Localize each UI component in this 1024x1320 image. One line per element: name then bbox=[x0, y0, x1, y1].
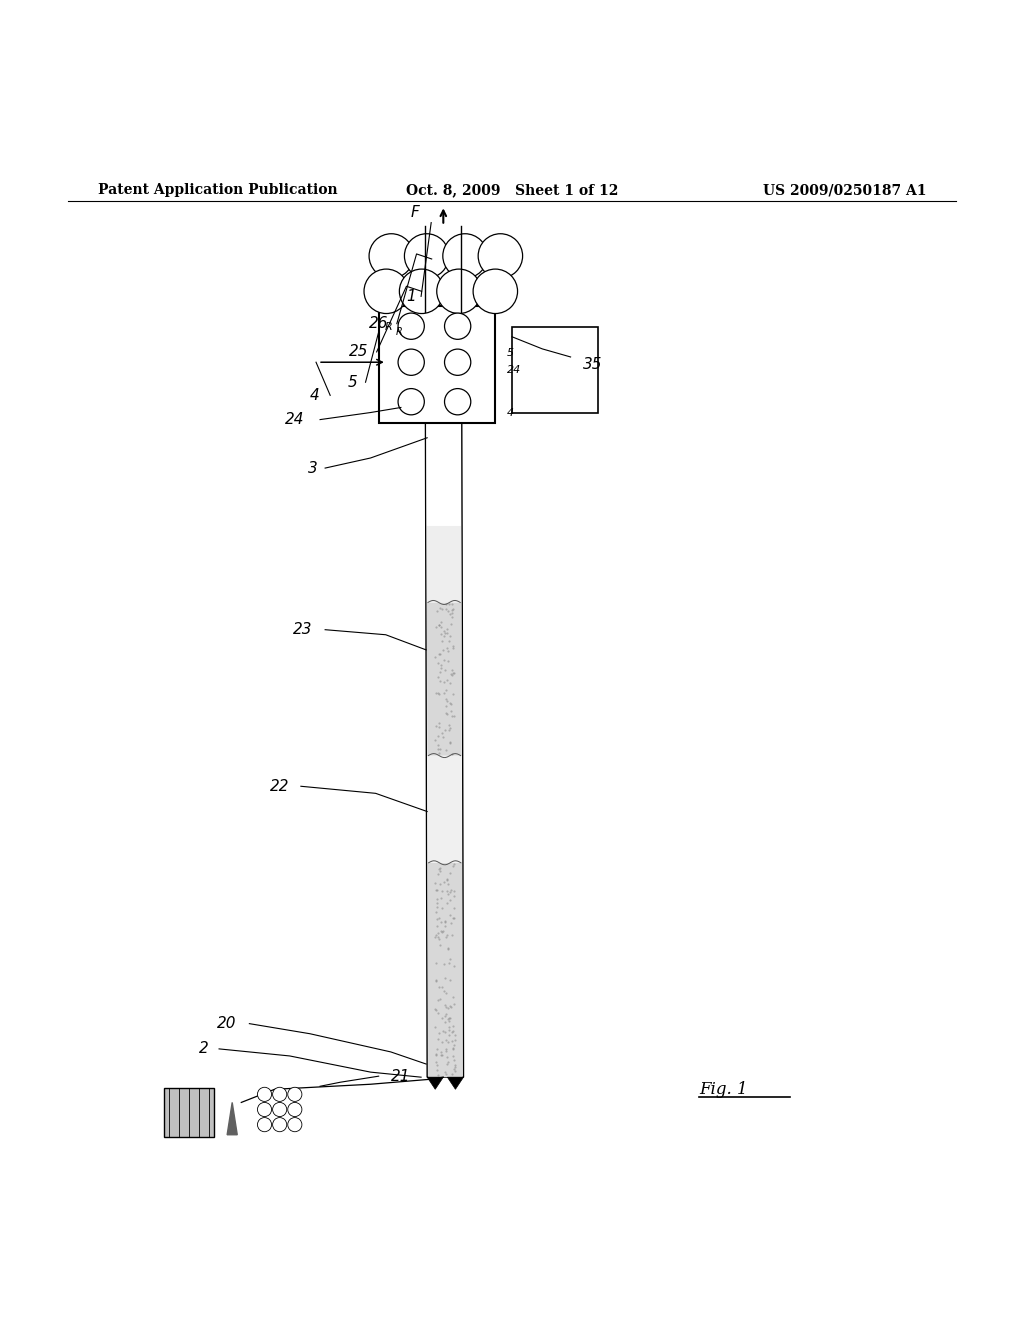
Circle shape bbox=[399, 269, 443, 314]
Text: 22: 22 bbox=[270, 779, 290, 793]
Circle shape bbox=[442, 234, 487, 279]
Circle shape bbox=[404, 234, 449, 279]
Circle shape bbox=[444, 348, 471, 375]
Circle shape bbox=[398, 313, 424, 339]
Text: 24: 24 bbox=[285, 412, 304, 428]
Bar bbox=[379, 306, 495, 422]
Text: 4: 4 bbox=[310, 388, 319, 403]
Circle shape bbox=[288, 1102, 302, 1117]
Polygon shape bbox=[427, 602, 462, 755]
Bar bbox=[512, 326, 598, 413]
Text: R: R bbox=[396, 327, 403, 337]
Text: US 2009/0250187 A1: US 2009/0250187 A1 bbox=[763, 183, 926, 197]
Text: Oct. 8, 2009   Sheet 1 of 12: Oct. 8, 2009 Sheet 1 of 12 bbox=[406, 183, 618, 197]
Polygon shape bbox=[427, 525, 461, 602]
Text: 24: 24 bbox=[507, 366, 521, 375]
Circle shape bbox=[257, 1088, 271, 1101]
Circle shape bbox=[398, 388, 424, 414]
Text: 3: 3 bbox=[308, 461, 317, 475]
Text: 1: 1 bbox=[407, 289, 416, 304]
Circle shape bbox=[288, 1118, 302, 1131]
Text: Patent Application Publication: Patent Application Publication bbox=[98, 183, 338, 197]
Polygon shape bbox=[427, 1077, 443, 1089]
Text: 5: 5 bbox=[347, 375, 357, 389]
Text: 4: 4 bbox=[507, 408, 514, 418]
Circle shape bbox=[272, 1102, 287, 1117]
Text: 21: 21 bbox=[391, 1069, 411, 1084]
Text: R: R bbox=[385, 322, 392, 333]
Text: 26: 26 bbox=[369, 315, 388, 331]
Circle shape bbox=[257, 1118, 271, 1131]
Text: 5: 5 bbox=[507, 348, 514, 358]
Circle shape bbox=[478, 234, 522, 279]
Circle shape bbox=[437, 269, 481, 314]
Polygon shape bbox=[428, 863, 463, 1077]
Text: 2: 2 bbox=[199, 1041, 209, 1056]
Circle shape bbox=[369, 234, 414, 279]
Circle shape bbox=[272, 1088, 287, 1101]
Circle shape bbox=[398, 348, 424, 375]
Circle shape bbox=[288, 1088, 302, 1101]
Bar bbox=[164, 1088, 214, 1137]
Polygon shape bbox=[427, 755, 462, 863]
Text: 20: 20 bbox=[217, 1016, 237, 1031]
Circle shape bbox=[473, 269, 517, 314]
Text: F: F bbox=[411, 205, 420, 220]
Text: 35: 35 bbox=[583, 356, 602, 371]
Polygon shape bbox=[227, 1102, 238, 1135]
Polygon shape bbox=[426, 312, 461, 525]
Text: 25: 25 bbox=[349, 345, 369, 359]
Circle shape bbox=[272, 1118, 287, 1131]
Text: Fig. 1: Fig. 1 bbox=[698, 1081, 748, 1098]
Circle shape bbox=[444, 313, 471, 339]
Polygon shape bbox=[447, 1077, 464, 1089]
Polygon shape bbox=[425, 312, 464, 1077]
Circle shape bbox=[257, 1102, 271, 1117]
Text: 23: 23 bbox=[293, 622, 312, 638]
Circle shape bbox=[444, 388, 471, 414]
Circle shape bbox=[364, 269, 409, 314]
